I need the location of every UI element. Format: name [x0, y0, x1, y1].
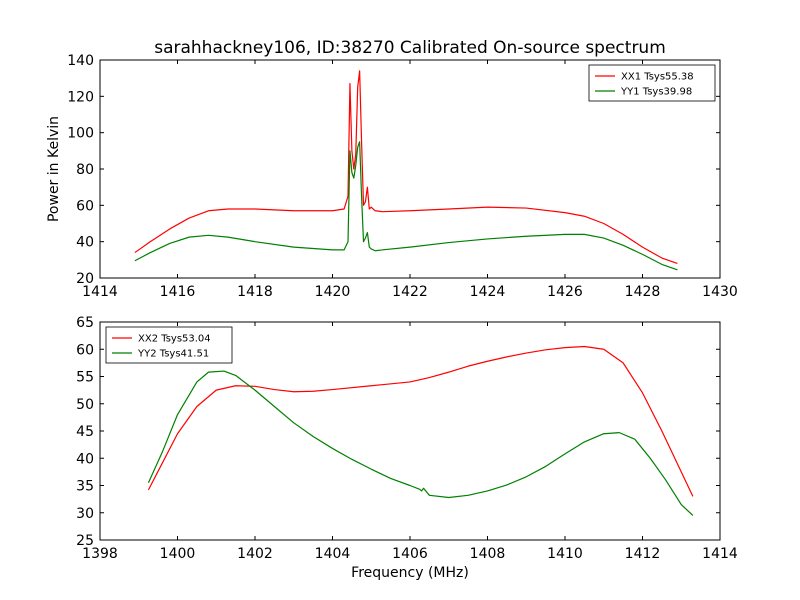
- bottom-x-tick-label: 1404: [315, 546, 351, 562]
- chart-title: sarahhackney106, ID:38270 Calibrated On-…: [154, 38, 666, 58]
- top-plot: 1414 1416 1418 1420 1422 1424 1426 1428 1430 20 40…: [67, 53, 738, 300]
- bottom-x-axis-label: Frequency (MHz): [351, 565, 469, 581]
- bottom-y-tick-label: 55: [76, 370, 94, 386]
- top-legend-label-1: XX1 Tsys55.38: [621, 72, 694, 83]
- bottom-series-line-1: [147, 345, 694, 497]
- top-y-tick-label: 140: [67, 53, 94, 69]
- bottom-y-tick-label: 35: [76, 479, 94, 495]
- top-series-line-2: [134, 141, 678, 271]
- bottom-x-tick-label: 1410: [547, 546, 583, 562]
- top-x-tick-label: 1420: [315, 284, 351, 300]
- bottom-legend-box: [105, 326, 233, 364]
- bottom-y-tick-label: 40: [76, 451, 94, 467]
- bottom-y-tick-label: 30: [76, 506, 94, 522]
- top-x-tick-label: 1422: [392, 284, 428, 300]
- bottom-x-tick-label: 1414: [702, 546, 738, 562]
- top-x-tick-label: 1416: [160, 284, 196, 300]
- bottom-y-tick-label: 60: [76, 342, 94, 358]
- bottom-y-tick-label: 65: [76, 315, 94, 331]
- bottom-legend-label-2: YY2 Tsys41.51: [137, 349, 209, 360]
- bottom-x-tick-label: 1400: [160, 546, 196, 562]
- top-y-tick-label: 80: [76, 162, 94, 178]
- top-y-tick-label: 120: [67, 89, 94, 105]
- bottom-series-line-2: [147, 370, 694, 516]
- bottom-plot: 1398 1400 1402 1404 1406 1408 1410 1412 1414 25 30…: [76, 315, 738, 562]
- top-y-tick-label: 60: [76, 198, 94, 214]
- bottom-x-tick-label: 1412: [625, 546, 661, 562]
- top-legend: XX1 Tsys55.38 YY1 Tsys39.98: [588, 64, 716, 102]
- bottom-legend-label-1: XX2 Tsys53.04: [138, 334, 211, 345]
- bottom-x-tick-label: 1406: [392, 546, 428, 562]
- bottom-y-tick-label: 45: [76, 424, 94, 440]
- bottom-legend: XX2 Tsys53.04 YY2 Tsys41.51: [105, 326, 233, 364]
- top-x-tick-label: 1430: [702, 284, 738, 300]
- top-series-line-1: [134, 70, 678, 265]
- top-x-tick-label: 1414: [82, 284, 118, 300]
- top-y-tick-label: 40: [76, 235, 94, 251]
- bottom-y-tick-label: 50: [76, 397, 94, 413]
- top-x-tick-label: 1424: [470, 284, 506, 300]
- top-x-tick-label: 1418: [237, 284, 273, 300]
- top-y-axis-label: Power in Kelvin: [46, 116, 62, 222]
- top-y-tick-label: 20: [76, 271, 94, 287]
- top-legend-label-2: YY1 Tsys39.98: [620, 87, 692, 98]
- top-x-tick-label: 1426: [547, 284, 583, 300]
- top-legend-box: [588, 64, 716, 102]
- bottom-x-tick-label: 1398: [82, 546, 118, 562]
- bottom-x-tick-label: 1402: [237, 546, 273, 562]
- bottom-x-tick-label: 1408: [470, 546, 506, 562]
- bottom-y-tick-label: 25: [76, 533, 94, 549]
- top-x-tick-label: 1428: [625, 284, 661, 300]
- top-y-tick-label: 100: [67, 126, 94, 142]
